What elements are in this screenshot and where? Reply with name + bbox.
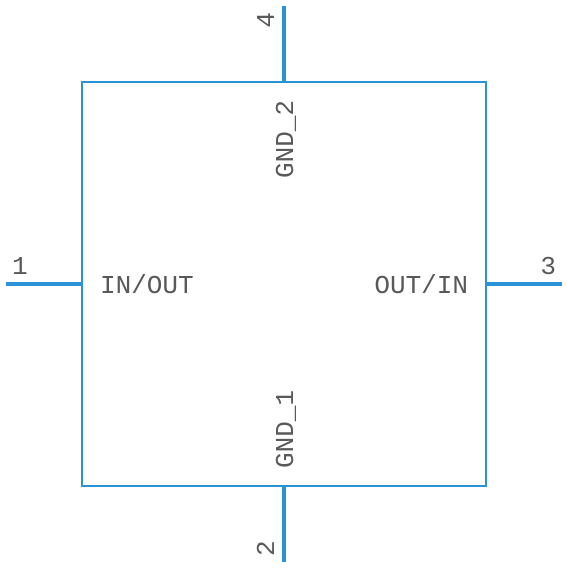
pin-label-out-in: OUT/IN [374,271,468,301]
pin-label-gnd-2: GND_2 [271,100,301,178]
schematic-symbol: 1 3 4 2 IN/OUT OUT/IN GND_2 GND_1 [0,0,568,568]
pin-label-gnd-1: GND_1 [271,390,301,468]
pin-number-2: 2 [252,540,282,556]
pin-number-3: 3 [540,252,556,282]
pin-number-4: 4 [252,12,282,28]
pin-number-1: 1 [12,252,28,282]
pin-label-in-out: IN/OUT [100,271,194,301]
